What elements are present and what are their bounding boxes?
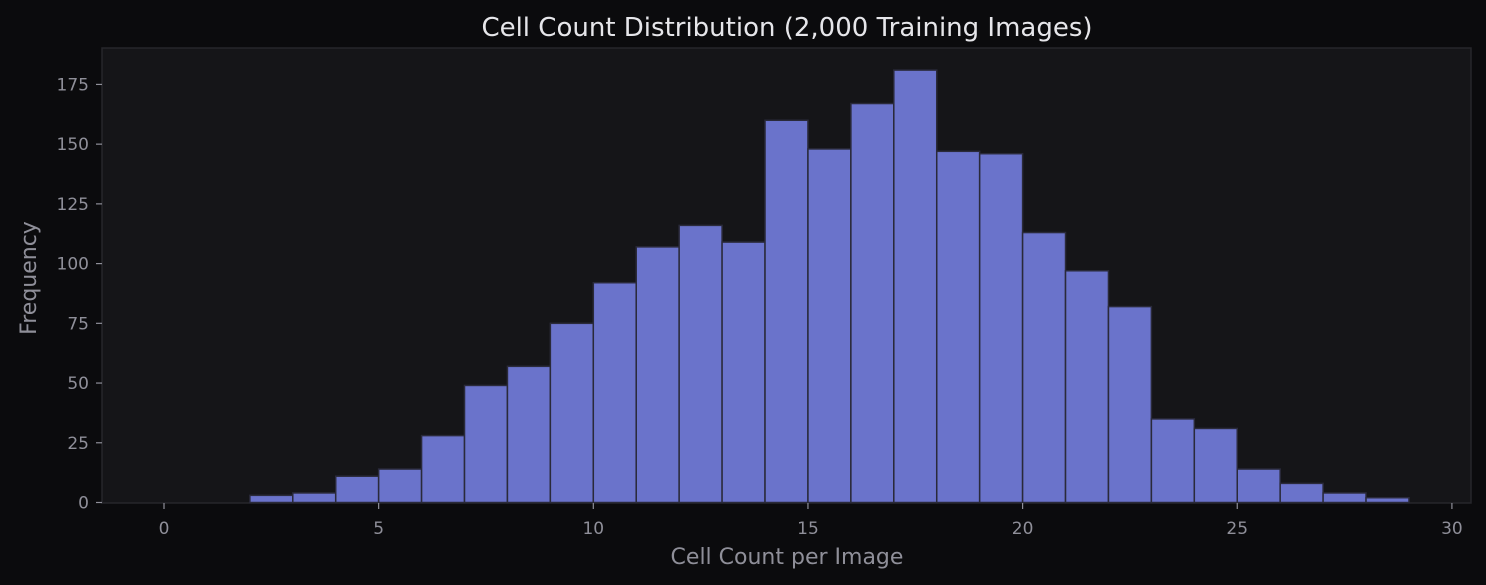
histogram-bar: [764, 119, 809, 504]
y-axis-ticks: 0 25 50 75 100 125 150 175: [57, 75, 102, 514]
y-tick-label: 75: [67, 314, 89, 334]
histogram-bar: [978, 152, 1024, 504]
histogram-bar: [1279, 482, 1324, 504]
histogram-bar: [292, 492, 337, 504]
x-axis-ticks: 0 5 10 15 20 25 30: [159, 503, 1463, 539]
x-tick-label: 15: [797, 519, 819, 539]
histogram-bar: [1021, 231, 1067, 504]
histogram-bar: [1365, 496, 1410, 504]
histogram-bar: [420, 434, 466, 504]
histogram-bar: [1107, 305, 1153, 504]
x-axis-label: Cell Count per Image: [671, 545, 904, 570]
y-tick-label: 125: [57, 195, 89, 215]
histogram-bar: [592, 281, 637, 504]
x-tick-label: 10: [582, 519, 604, 539]
histogram-bar: [1193, 427, 1238, 504]
histogram-bar: [807, 148, 852, 504]
histogram-bar: [850, 102, 895, 504]
histogram-bar: [721, 241, 766, 504]
x-tick-label: 25: [1226, 519, 1248, 539]
histogram-bar: [635, 246, 680, 504]
histogram-bar: [935, 150, 981, 504]
x-tick-label: 5: [373, 519, 384, 539]
y-tick-label: 150: [57, 135, 89, 155]
histogram-bars: [249, 69, 1410, 504]
histogram-bar: [377, 468, 423, 504]
histogram-bar: [893, 69, 938, 504]
x-tick-label: 20: [1012, 519, 1034, 539]
y-tick-label: 50: [67, 374, 89, 394]
histogram-bar: [549, 322, 595, 504]
histogram-bar: [334, 475, 380, 504]
histogram-bar: [1064, 270, 1110, 504]
y-tick-label: 25: [67, 434, 89, 454]
histogram-bar: [463, 384, 509, 504]
histogram-bar: [506, 365, 552, 504]
x-tick-label: 30: [1441, 519, 1463, 539]
chart-title: Cell Count Distribution (2,000 Training …: [481, 13, 1092, 43]
histogram-bar: [1322, 492, 1367, 504]
histogram-bar: [1236, 468, 1281, 504]
histogram-bar: [249, 494, 294, 504]
x-tick-label: 0: [159, 519, 170, 539]
y-axis-label: Frequency: [17, 221, 42, 335]
histogram-bar: [678, 224, 723, 504]
y-tick-label: 175: [57, 75, 89, 95]
histogram-bar: [1150, 418, 1196, 504]
y-tick-label: 0: [78, 494, 89, 514]
y-tick-label: 100: [57, 255, 89, 275]
